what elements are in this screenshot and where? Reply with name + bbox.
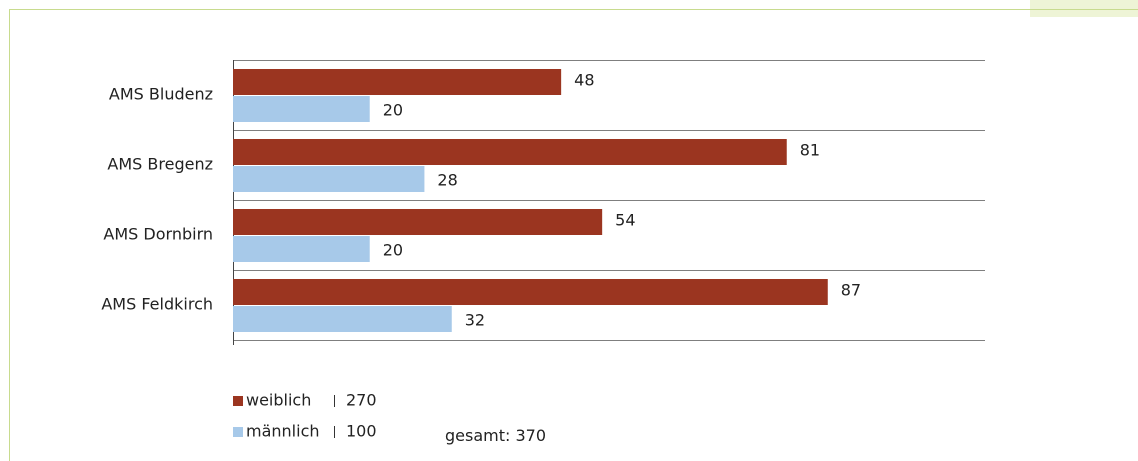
total-label-text: gesamt: bbox=[445, 426, 510, 445]
category-separators bbox=[233, 60, 985, 341]
data-label: 48 bbox=[574, 71, 594, 90]
data-label: 28 bbox=[437, 171, 457, 190]
data-label: 20 bbox=[383, 101, 403, 120]
y-tick-label: AMS Bludenz bbox=[109, 85, 213, 104]
bar bbox=[233, 166, 425, 192]
corner-tab bbox=[1030, 0, 1138, 17]
legend-label: weiblich bbox=[246, 391, 311, 410]
y-tick-label: AMS Dornbirn bbox=[103, 225, 213, 244]
data-label: 20 bbox=[383, 241, 403, 260]
bar bbox=[233, 306, 452, 332]
data-label: 32 bbox=[465, 311, 485, 330]
total-value: 370 bbox=[515, 426, 546, 445]
bar bbox=[233, 279, 828, 305]
data-label: 54 bbox=[615, 211, 635, 230]
legend-total: 100 bbox=[346, 422, 377, 441]
data-label: 81 bbox=[800, 141, 820, 160]
data-label: 87 bbox=[841, 281, 861, 300]
legend-total: 270 bbox=[346, 391, 377, 410]
y-tick-label: AMS Feldkirch bbox=[101, 295, 213, 314]
bar bbox=[233, 96, 370, 122]
total-label: gesamt: 370 bbox=[445, 426, 546, 445]
bar bbox=[233, 69, 562, 95]
legend-swatch bbox=[233, 396, 243, 406]
legend-label: männlich bbox=[246, 422, 320, 441]
legend-swatch bbox=[233, 427, 243, 437]
y-tick-label: AMS Bregenz bbox=[107, 155, 213, 174]
bar bbox=[233, 139, 787, 165]
bar bbox=[233, 209, 603, 235]
bar bbox=[233, 236, 370, 262]
